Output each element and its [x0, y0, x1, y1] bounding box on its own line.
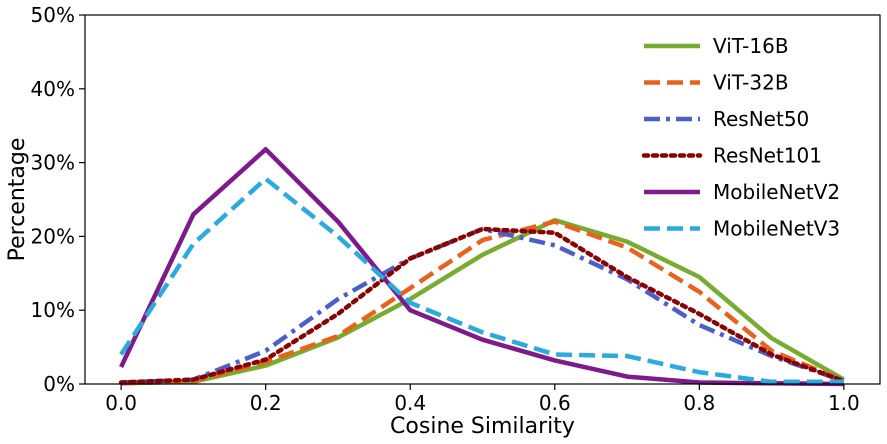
plot-area-frame: [84, 14, 881, 385]
series-line-vit-32b: [121, 219, 845, 386]
y-tick-label: 10%: [31, 298, 75, 322]
legend-label: MobileNetV2: [713, 180, 840, 204]
legend: ViT-16B ViT-32B ResNet50 ResNet101 MobileNet…: [641, 34, 840, 241]
legend-label: ResNet101: [713, 144, 822, 168]
legend-label: MobileNetV3: [713, 217, 840, 241]
x-tick-label: 0.4: [394, 391, 426, 415]
y-axis-title: Percentage: [5, 138, 30, 262]
x-axis-title: Cosine Similarity: [390, 414, 575, 439]
x-tick-label: 0.8: [683, 391, 715, 415]
x-tick-label: 0.2: [250, 391, 282, 415]
y-tick-label: 40%: [31, 77, 75, 101]
series-line-mobilenetv2: [119, 147, 844, 387]
legend-label: ViT-16B: [713, 34, 789, 58]
x-tick-label: 1.0: [828, 391, 860, 415]
legend-label: ViT-32B: [713, 71, 789, 95]
y-tick-label: 30%: [31, 151, 75, 175]
series-lines: [118, 147, 847, 387]
legend-label: ResNet50: [713, 107, 809, 131]
y-tick-label: 0%: [43, 372, 75, 396]
x-axis-ticks: 0.0 0.2 0.4 0.6 0.8 1.0: [105, 384, 860, 415]
y-axis-ticks: 0% 10% 20% 30% 40% 50%: [31, 3, 85, 396]
series-line-resnet101: [118, 226, 847, 385]
x-tick-label: 0.6: [539, 391, 571, 415]
series-line-vit-16b: [121, 217, 846, 386]
y-tick-label: 50%: [31, 3, 75, 27]
y-tick-label: 20%: [31, 224, 75, 248]
series-line-mobilenetv3: [119, 176, 844, 385]
x-tick-label: 0.0: [105, 391, 137, 415]
